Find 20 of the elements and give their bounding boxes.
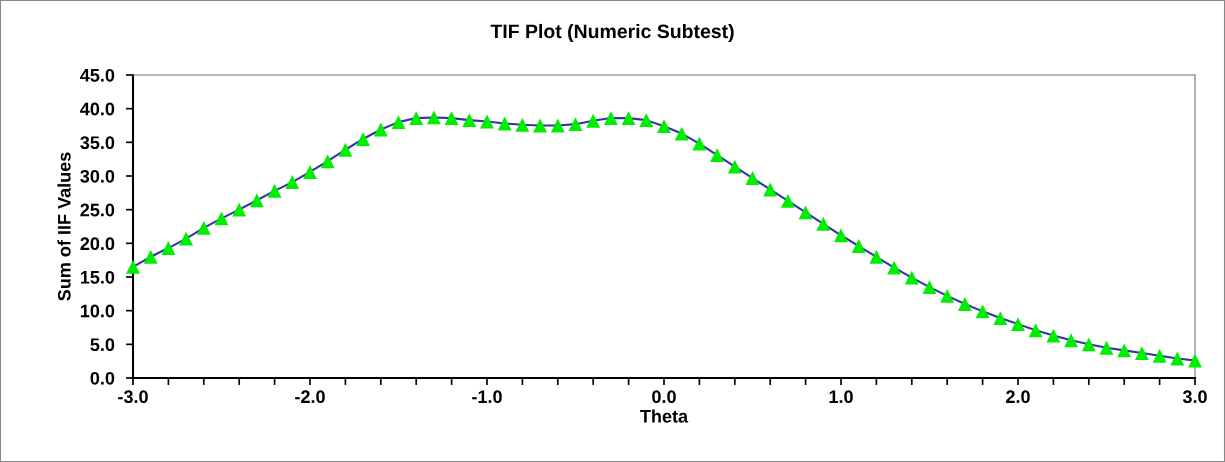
x-tick-label: -3.0 — [118, 390, 148, 404]
y-tick-label: 40.0 — [80, 102, 115, 116]
y-tick-label: 45.0 — [80, 68, 115, 82]
x-tick-label: 0.0 — [652, 390, 676, 404]
y-tick-label: 0.0 — [90, 371, 115, 385]
y-tick-label: 10.0 — [80, 304, 115, 318]
chart-title: TIF Plot (Numeric Subtest) — [490, 23, 734, 43]
x-tick-label: 3.0 — [1182, 390, 1207, 404]
x-tick-label: -2.0 — [295, 390, 325, 404]
y-axis-title: Sum of IIF Values — [57, 152, 71, 301]
y-tick-label: 20.0 — [80, 237, 115, 251]
y-tick-label: 35.0 — [80, 136, 115, 150]
y-tick-label: 30.0 — [80, 169, 115, 183]
x-tick-label: 2.0 — [1006, 390, 1030, 404]
y-tick-label: 25.0 — [80, 203, 115, 217]
x-axis-title: Theta — [640, 409, 689, 423]
y-tick-label: 5.0 — [90, 338, 115, 352]
x-tick-label: 1.0 — [829, 390, 853, 404]
y-tick-label: 15.0 — [80, 270, 115, 284]
x-tick-label: -1.0 — [472, 390, 502, 404]
